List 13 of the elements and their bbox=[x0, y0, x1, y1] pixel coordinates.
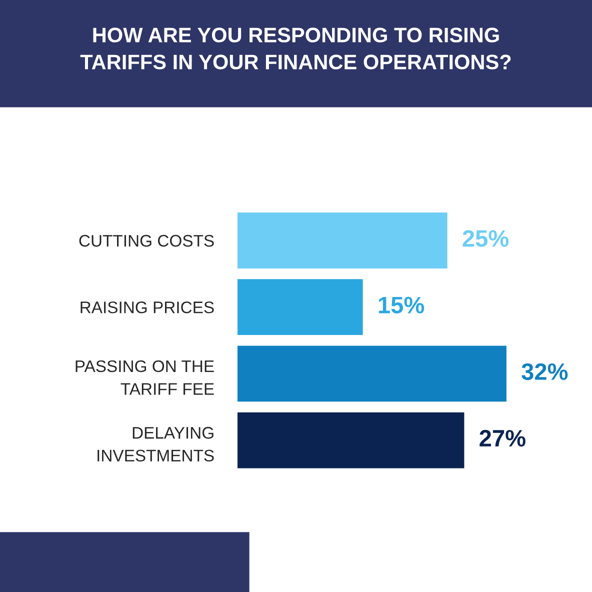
y-tick-label: RAISING PRICES bbox=[80, 302, 214, 314]
data-label: 25% bbox=[462, 230, 509, 247]
y-tick-label: PASSING ON THE TARIFF FEE bbox=[76, 360, 214, 395]
y-tick-label: DELAYING INVESTMENTS bbox=[98, 426, 214, 462]
data-label: 15% bbox=[378, 296, 424, 314]
y-tick-label: CUTTING COSTS bbox=[79, 234, 214, 247]
bar bbox=[236, 211, 449, 270]
data-label: 32% bbox=[522, 363, 568, 380]
chart-title: HOW ARE YOU RESPONDING TO RISING TARIFFS IN YOUR FINANCE OPERATIONS? bbox=[80, 28, 511, 70]
bar bbox=[236, 278, 364, 336]
bar bbox=[236, 344, 508, 404]
bar bbox=[236, 410, 466, 470]
data-label: 27% bbox=[480, 430, 526, 447]
